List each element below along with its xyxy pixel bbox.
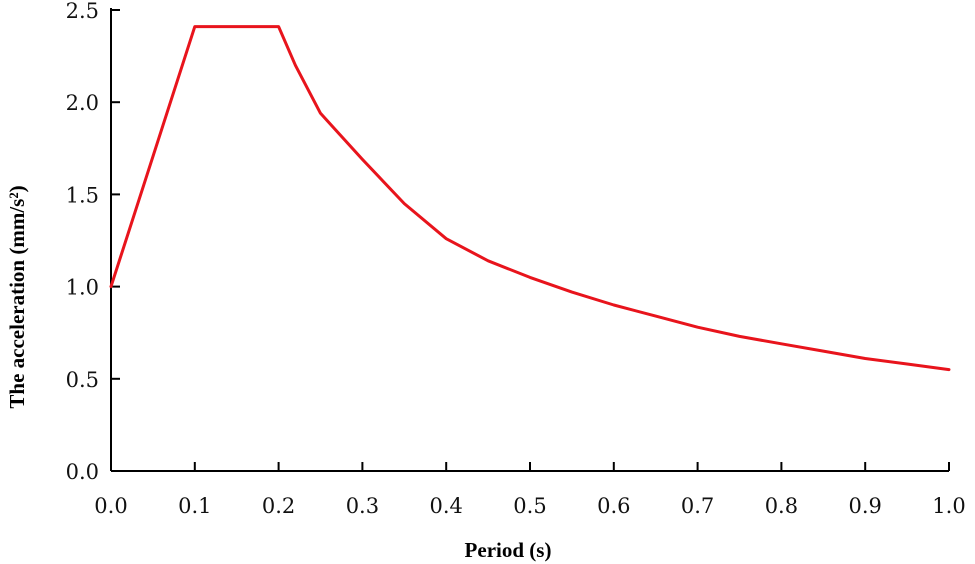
x-tick-label: 0.5 [513, 494, 546, 518]
x-tick-label: 0.4 [429, 494, 462, 518]
x-tick-label: 0.2 [262, 494, 295, 518]
y-tick-label: 0.0 [66, 460, 99, 484]
x-tick-label: 0.7 [681, 494, 714, 518]
x-tick-label: 0.6 [597, 494, 630, 518]
y-tick-label: 2.0 [66, 91, 99, 115]
y-tick-label: 2.5 [66, 0, 99, 23]
series-line [109, 25, 951, 372]
x-tick-label: 0.1 [178, 494, 211, 518]
x-tick-label: 0.3 [346, 494, 379, 518]
y-tick-label: 1.5 [66, 183, 99, 207]
y-axis-title: The acceleration (mm/s²) [5, 185, 29, 408]
x-tick-label: 1.0 [932, 494, 965, 518]
x-axis: 0.0 0.1 0.2 0.3 0.4 0.5 0.6 0.7 0.8 0.9 1.0 [94, 462, 966, 518]
y-tick-label: 1.0 [66, 276, 99, 300]
x-tick-label: 0.9 [848, 494, 881, 518]
y-axis: 0.0 0.5 1.0 1.5 2.0 2.5 [66, 0, 120, 484]
x-axis-title: Period (s) [465, 538, 552, 562]
plot-area [109, 25, 951, 372]
x-tick-label: 0.8 [765, 494, 798, 518]
y-tick-label: 0.5 [66, 368, 99, 392]
x-tick-label: 0.0 [94, 494, 127, 518]
